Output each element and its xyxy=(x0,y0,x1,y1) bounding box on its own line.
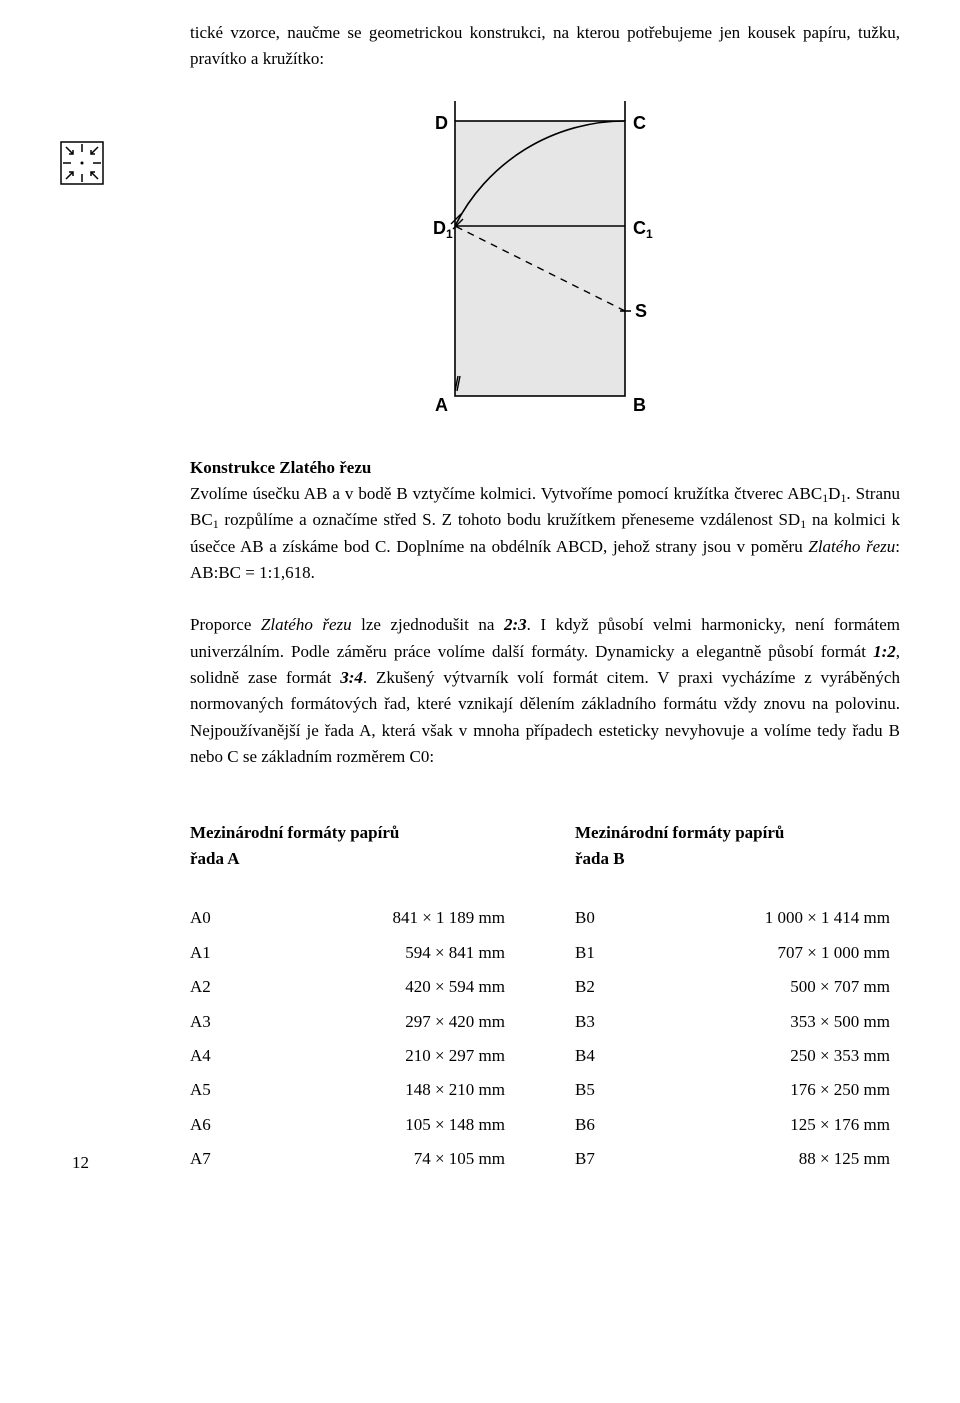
format-dimensions: 420 × 594 mm xyxy=(240,970,515,1004)
table-row: B3353 × 500 mm xyxy=(575,1005,900,1039)
ratio: 2:3 xyxy=(504,615,527,634)
text: Proporce xyxy=(190,615,261,634)
label-A: A xyxy=(435,395,448,415)
format-dimensions: 210 × 297 mm xyxy=(240,1039,515,1073)
table-row: B1707 × 1 000 mm xyxy=(575,936,900,970)
page-number: 12 xyxy=(72,1150,89,1176)
series-a-column: Mezinárodní formáty papírů řada A A0841 … xyxy=(190,820,515,1176)
format-dimensions: 594 × 841 mm xyxy=(240,936,515,970)
subscript: 1 xyxy=(213,517,219,531)
label-D: D xyxy=(435,113,448,133)
format-code: A6 xyxy=(190,1108,240,1142)
format-code: B7 xyxy=(575,1142,625,1176)
format-code: B6 xyxy=(575,1108,625,1142)
format-dimensions: 88 × 125 mm xyxy=(625,1142,900,1176)
ratio: 3:4 xyxy=(340,668,363,687)
text: lze zjednodušit na xyxy=(352,615,504,634)
table-row: A3297 × 420 mm xyxy=(190,1005,515,1039)
proportion-paragraph: Proporce Zlatého řezu lze zjednodušit na… xyxy=(190,612,900,770)
series-b-column: Mezinárodní formáty papírů řada B B01 00… xyxy=(575,820,900,1176)
construction-paragraph: Zvolíme úsečku AB a v bodě B vztyčíme ko… xyxy=(190,481,900,586)
series-a-heading: Mezinárodní formáty papírů řada A xyxy=(190,820,515,871)
table-row: A2420 × 594 mm xyxy=(190,970,515,1004)
golden-ratio-diagram: D C D1 C1 S A B xyxy=(190,91,900,431)
series-b-heading: Mezinárodní formáty papírů řada B xyxy=(575,820,900,871)
format-code: B2 xyxy=(575,970,625,1004)
format-dimensions: 148 × 210 mm xyxy=(240,1073,515,1107)
format-dimensions: 250 × 353 mm xyxy=(625,1039,900,1073)
table-row: B2500 × 707 mm xyxy=(575,970,900,1004)
intro-paragraph: tické vzorce, naučme se geometrickou kon… xyxy=(190,20,900,73)
format-dimensions: 105 × 148 mm xyxy=(240,1108,515,1142)
table-row: A5148 × 210 mm xyxy=(190,1073,515,1107)
format-dimensions: 74 × 105 mm xyxy=(240,1142,515,1176)
label-D1: D1 xyxy=(433,218,453,241)
text: řada A xyxy=(190,849,240,868)
ratio: 1:2 xyxy=(873,642,896,661)
emphasis: Zlatého řezu xyxy=(261,615,352,634)
text: Mezinárodní formáty papírů xyxy=(575,823,784,842)
emphasis: Zlatého řezu xyxy=(808,537,895,556)
format-code: A1 xyxy=(190,936,240,970)
format-dimensions: 297 × 420 mm xyxy=(240,1005,515,1039)
table-row: A4210 × 297 mm xyxy=(190,1039,515,1073)
text: Zvolíme úsečku AB a v bodě B vztyčíme ko… xyxy=(190,484,822,503)
table-row: B4250 × 353 mm xyxy=(575,1039,900,1073)
format-dimensions: 500 × 707 mm xyxy=(625,970,900,1004)
text: Mezinárodní formáty papírů xyxy=(190,823,399,842)
subscript: 1 xyxy=(840,491,846,505)
table-row: B01 000 × 1 414 mm xyxy=(575,901,900,935)
text: D xyxy=(828,484,840,503)
subscript: 1 xyxy=(800,517,806,531)
format-dimensions: 841 × 1 189 mm xyxy=(240,901,515,935)
label-S: S xyxy=(635,301,647,321)
table-row: B5176 × 250 mm xyxy=(575,1073,900,1107)
format-code: A3 xyxy=(190,1005,240,1039)
table-row: A0841 × 1 189 mm xyxy=(190,901,515,935)
table-row: A6105 × 148 mm xyxy=(190,1108,515,1142)
format-code: A2 xyxy=(190,970,240,1004)
format-code: A0 xyxy=(190,901,240,935)
text: řada B xyxy=(575,849,625,868)
format-code: B3 xyxy=(575,1005,625,1039)
series-b-table: B01 000 × 1 414 mmB1707 × 1 000 mmB2500 … xyxy=(575,901,900,1176)
text: rozpůlíme a označíme střed S. Z tohoto b… xyxy=(219,510,801,529)
label-C: C xyxy=(633,113,646,133)
table-row: A774 × 105 mm xyxy=(190,1142,515,1176)
format-dimensions: 176 × 250 mm xyxy=(625,1073,900,1107)
series-a-table: A0841 × 1 189 mmA1594 × 841 mmA2420 × 59… xyxy=(190,901,515,1176)
format-code: B1 xyxy=(575,936,625,970)
table-row: A1594 × 841 mm xyxy=(190,936,515,970)
format-dimensions: 125 × 176 mm xyxy=(625,1108,900,1142)
table-row: B6125 × 176 mm xyxy=(575,1108,900,1142)
label-C1: C1 xyxy=(633,218,653,241)
construction-heading: Konstrukce Zlatého řezu xyxy=(190,455,900,481)
format-code: A7 xyxy=(190,1142,240,1176)
subscript: 1 xyxy=(822,491,828,505)
format-code: B0 xyxy=(575,901,625,935)
target-icon xyxy=(60,141,104,193)
format-code: A4 xyxy=(190,1039,240,1073)
format-dimensions: 1 000 × 1 414 mm xyxy=(625,901,900,935)
label-B: B xyxy=(633,395,646,415)
paper-formats-tables: Mezinárodní formáty papírů řada A A0841 … xyxy=(190,820,900,1176)
format-code: A5 xyxy=(190,1073,240,1107)
format-code: B5 xyxy=(575,1073,625,1107)
format-dimensions: 707 × 1 000 mm xyxy=(625,936,900,970)
table-row: B788 × 125 mm xyxy=(575,1142,900,1176)
format-code: B4 xyxy=(575,1039,625,1073)
format-dimensions: 353 × 500 mm xyxy=(625,1005,900,1039)
